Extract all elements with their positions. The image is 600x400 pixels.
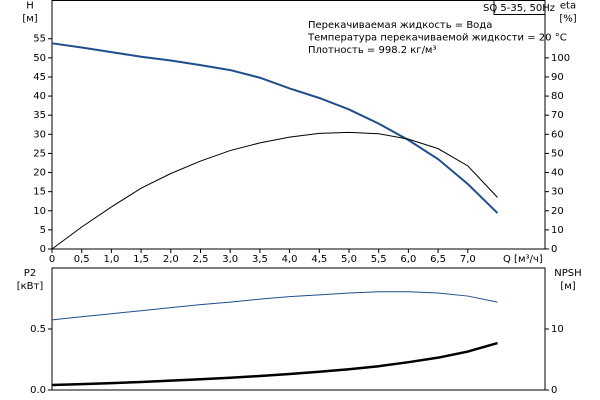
y-tick-label: 55: [33, 34, 46, 45]
plot-frame: [51, 267, 546, 391]
curve: [51, 341, 498, 387]
y-tick-label: 0: [40, 244, 46, 255]
annotation: Температура перекачиваемой жидкости = 20…: [307, 33, 567, 44]
y-tick-label: 45: [33, 72, 46, 83]
y-tick-label: 50: [33, 53, 46, 64]
y-tick-label: 30: [33, 129, 46, 140]
y2-tick-label: 0: [551, 244, 557, 255]
x-tick-label: 2,5: [193, 254, 209, 265]
y2-tick-label: 40: [551, 168, 564, 179]
x-tick-label: 4,5: [311, 254, 327, 265]
y-axis-label: [кВт]: [17, 281, 44, 292]
x-tick-label: 1,5: [133, 254, 149, 265]
y2-axis-label: [м]: [560, 281, 575, 292]
y-axis-label: P2: [24, 268, 36, 279]
chart-title: SQ 5-35, 50Hz: [483, 3, 555, 14]
x-tick-label: 0: [49, 254, 55, 265]
y2-tick-label: 30: [551, 187, 564, 198]
annotation: Плотность = 998.2 кг/м³: [308, 45, 437, 56]
x-tick-label: 2,0: [163, 254, 179, 265]
y2-tick-label: 100: [551, 53, 570, 64]
y-tick-label: 5: [40, 225, 46, 236]
y-tick-label: 40: [33, 91, 46, 102]
y2-axis-label: eta: [560, 1, 576, 12]
x-tick-label: 3,5: [252, 254, 268, 265]
title-box: [493, 0, 546, 15]
y2-tick-label: 70: [551, 110, 564, 121]
curve: [51, 131, 498, 250]
y2-tick-label: 10: [551, 324, 564, 335]
y-axis-label: H: [26, 1, 34, 12]
plot-frame: [51, 0, 546, 250]
y-axis-label: [м]: [22, 14, 37, 25]
y2-tick-label: 50: [551, 148, 564, 159]
y2-tick-label: 80: [551, 91, 564, 102]
y2-tick-label: 0: [551, 385, 557, 396]
y2-axis-label: [%]: [559, 14, 576, 25]
y-tick-label: 35: [33, 110, 46, 121]
curve: [51, 291, 498, 321]
x-tick-label: 3,0: [222, 254, 238, 265]
x-axis-label: Q [м³/ч]: [503, 254, 543, 265]
x-tick-label: 6,5: [430, 254, 446, 265]
y-tick-label: 25: [33, 148, 46, 159]
x-tick-label: 1,0: [103, 254, 119, 265]
y-tick-label: 15: [33, 187, 46, 198]
y-tick-label: 0.0: [30, 385, 46, 396]
y-tick-label: 20: [33, 168, 46, 179]
y2-tick-label: 90: [551, 72, 564, 83]
x-tick-label: 7,0: [460, 254, 476, 265]
curve: [51, 42, 499, 214]
y-tick-label: 10: [33, 206, 46, 217]
x-tick-label: 4,0: [282, 254, 298, 265]
y2-axis-label: NPSH: [554, 268, 581, 279]
annotation: Перекачиваемая жидкость = Вода: [308, 20, 492, 31]
x-tick-label: 6,0: [400, 254, 416, 265]
x-tick-label: 5,5: [371, 254, 387, 265]
y2-tick-label: 10: [551, 225, 564, 236]
x-tick-label: 5,0: [341, 254, 357, 265]
y-tick-label: 0.5: [30, 324, 46, 335]
y2-tick-label: 60: [551, 129, 564, 140]
y2-tick-label: 20: [551, 206, 564, 217]
x-tick-label: 0,5: [74, 254, 90, 265]
